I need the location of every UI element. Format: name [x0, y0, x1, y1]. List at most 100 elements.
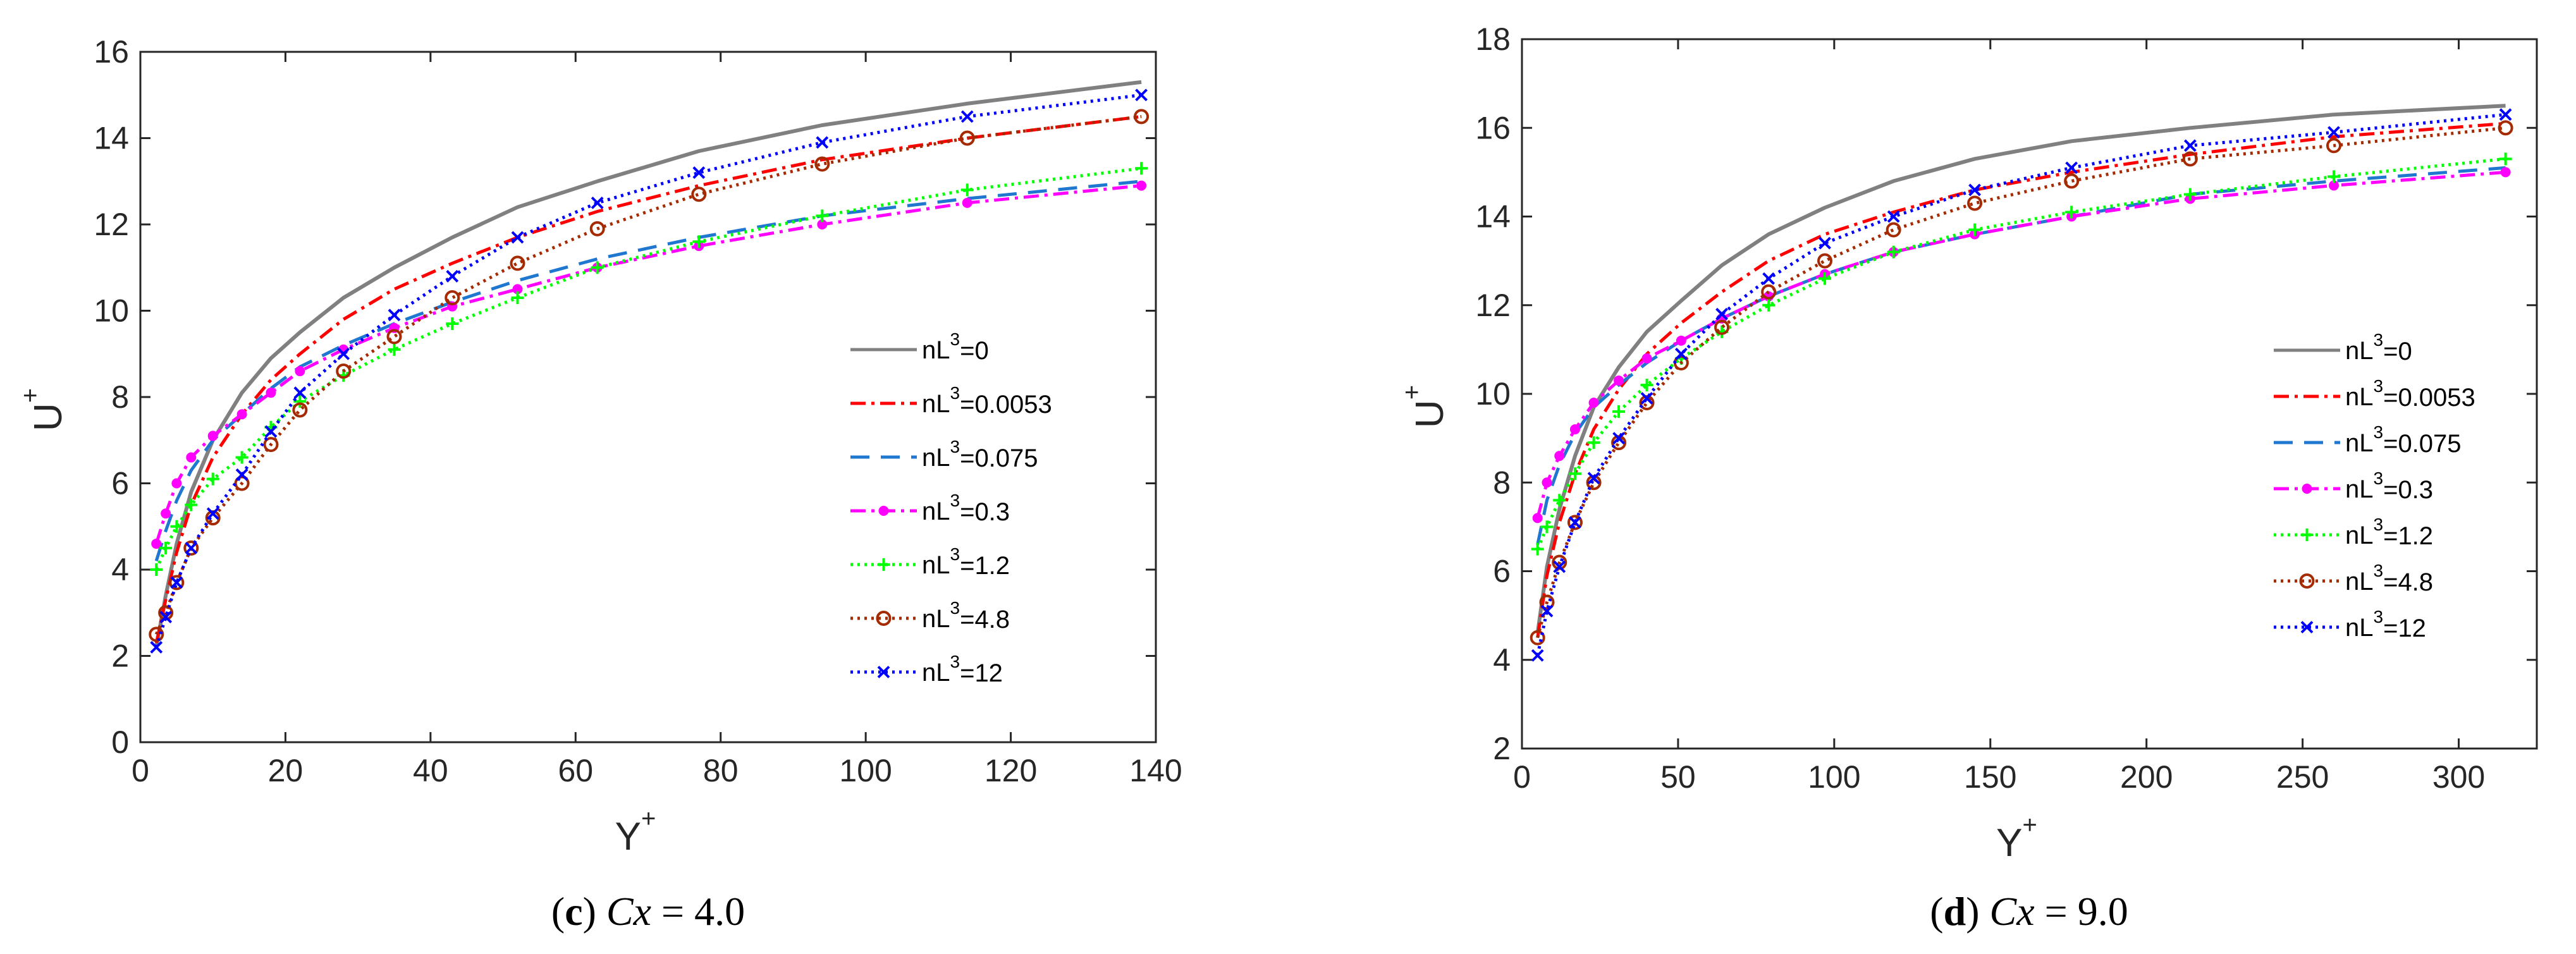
legend-marker — [876, 611, 892, 626]
data-point — [1554, 451, 1565, 462]
series-4 — [150, 162, 1148, 576]
data-point — [1640, 392, 1653, 405]
data-point — [1968, 223, 1982, 236]
legend-label: nL3=1.2 — [922, 544, 1010, 580]
data-point — [1715, 307, 1728, 321]
y-tick-label: 14 — [1475, 199, 1511, 235]
legend: nL3=0 nL3=0.0053 nL3=0.075 nL3=0.3 nL3=1.2 nL… — [850, 329, 1052, 687]
data-point — [266, 388, 276, 398]
y-axis: 2 4 6 8 10 12 14 16 18 — [1475, 21, 2537, 766]
data-point — [206, 507, 219, 520]
x-tick-label: 250 — [2276, 759, 2329, 795]
x-tick-label: 100 — [839, 753, 892, 788]
legend-item: nL3=4.8 — [2274, 561, 2433, 596]
panel-caption: (c) Cx = 4.0 — [551, 889, 745, 934]
data-point — [171, 478, 182, 489]
series-line — [154, 114, 1142, 635]
data-point — [960, 183, 974, 197]
data-point — [293, 386, 307, 400]
y-tick-label: 10 — [1475, 376, 1511, 412]
data-point — [2064, 173, 2080, 189]
legend-item: nL3=0.3 — [2274, 468, 2433, 504]
data-point — [1552, 554, 1567, 570]
legend-item: nL3=12 — [2274, 607, 2426, 642]
x-tick-label: 80 — [703, 753, 739, 788]
legend-marker — [878, 506, 889, 516]
data-point — [1540, 520, 1554, 534]
data-point — [591, 261, 604, 274]
data-point — [170, 520, 183, 533]
x-tick-label: 150 — [1964, 759, 2016, 795]
data-point — [1817, 253, 1833, 269]
data-point — [1539, 594, 1555, 610]
x-tick-label: 140 — [1129, 753, 1182, 788]
legend-label: nL3=0.0053 — [922, 383, 1052, 419]
data-point — [169, 575, 185, 590]
data-point — [1135, 89, 1148, 102]
data-point — [1136, 180, 1147, 191]
legend-marker — [2300, 621, 2314, 633]
data-point — [959, 130, 975, 146]
series-line — [1536, 157, 2506, 550]
data-point — [1676, 335, 1686, 346]
data-point — [816, 209, 829, 223]
plot-area — [1521, 38, 2538, 750]
legend-label: nL3=0 — [922, 329, 989, 365]
series-6 — [1531, 108, 2512, 662]
data-point — [446, 269, 459, 283]
data-point — [510, 255, 525, 271]
data-point — [1542, 477, 1552, 488]
data-point — [2500, 167, 2511, 178]
series-6 — [150, 89, 1148, 654]
data-point — [2183, 139, 2197, 152]
plot-series — [1530, 104, 2513, 662]
legend: nL3=0 nL3=0.0053 nL3=0.075 nL3=0.3 nL3=1.2 nL… — [2274, 330, 2475, 642]
legend-item: nL3=0 — [850, 329, 989, 365]
data-point — [149, 627, 164, 642]
data-point — [1540, 604, 1554, 618]
data-point — [151, 539, 162, 549]
data-point — [207, 431, 218, 441]
data-point — [511, 231, 524, 244]
x-tick-label: 120 — [984, 753, 1037, 788]
legend-marker — [2299, 573, 2315, 589]
data-point — [235, 468, 248, 481]
data-point — [1588, 398, 1599, 408]
data-point — [183, 540, 199, 556]
x-tick-label: 50 — [1660, 759, 1696, 795]
x-tick-label: 100 — [1808, 759, 1860, 795]
series-line — [1536, 170, 2506, 518]
legend-item: nL3=0.0053 — [850, 383, 1052, 419]
y-tick-label: 8 — [1493, 465, 1511, 500]
y-tick-label: 14 — [94, 121, 129, 156]
y-tick-label: 10 — [94, 293, 129, 329]
x-tick-label: 20 — [268, 753, 304, 788]
x-tick-label: 0 — [1513, 759, 1531, 795]
data-point — [1531, 649, 1544, 662]
data-point — [1968, 183, 1981, 197]
legend-label: nL3=1.2 — [2345, 515, 2433, 550]
y-tick-label: 12 — [94, 207, 129, 242]
data-point — [185, 498, 198, 511]
data-point — [1762, 298, 1776, 312]
data-point — [1641, 353, 1652, 364]
legend-item: nL3=0.075 — [850, 437, 1038, 472]
data-point — [1568, 467, 1581, 480]
y-tick-label: 2 — [1493, 731, 1511, 766]
data-point — [336, 364, 352, 379]
legend-item: nL3=0 — [2274, 330, 2412, 365]
x-tick-label: 300 — [2432, 759, 2485, 795]
y-tick-label: 0 — [111, 725, 129, 760]
y-tick-label: 12 — [1475, 288, 1511, 323]
chart-panel-c: 0 20 40 60 80 100 120 140 0 2 4 6 8 10 12 14 16 Y+ U+ nL3=0… — [16, 34, 1182, 934]
plot-series — [149, 80, 1150, 654]
data-point — [1567, 515, 1583, 530]
data-point — [1532, 513, 1543, 523]
legend-item: nL3=4.8 — [850, 598, 1010, 633]
data-point — [2328, 126, 2340, 139]
data-point — [1614, 375, 1624, 386]
data-point — [2499, 152, 2512, 166]
legend-label: nL3=0.0053 — [2345, 376, 2475, 412]
data-point — [388, 309, 401, 322]
data-point — [170, 576, 183, 589]
